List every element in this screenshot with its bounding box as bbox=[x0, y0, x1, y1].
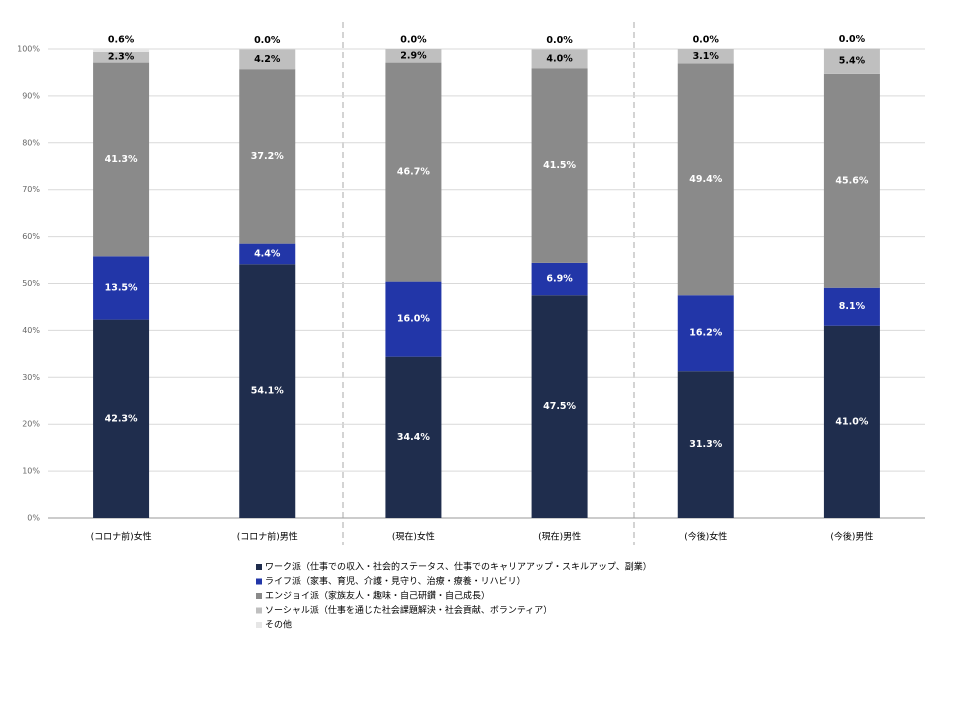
data-label: 49.4% bbox=[689, 174, 722, 185]
data-label: 0.0% bbox=[254, 35, 281, 46]
y-tick-label: 70% bbox=[22, 185, 40, 194]
legend-label: エンジョイ派（家族友人・趣味・自己研鑽・自己成長） bbox=[265, 590, 490, 602]
legend-label: ライフ派（家事、育児、介護・見守り、治療・療養・リハビリ） bbox=[265, 575, 526, 587]
data-label: 0.0% bbox=[400, 35, 427, 46]
x-tick-label: (コロナ前)男性 bbox=[237, 531, 298, 543]
bar-segment bbox=[239, 69, 296, 244]
data-label: 31.3% bbox=[689, 439, 722, 450]
bar-segment bbox=[823, 287, 880, 326]
bar-segment bbox=[531, 68, 588, 263]
bar-segment bbox=[677, 295, 734, 372]
bar-segment bbox=[239, 264, 296, 518]
x-tick-label: (コロナ前)女性 bbox=[91, 531, 152, 543]
bar-segment bbox=[385, 49, 442, 63]
data-label: 46.7% bbox=[397, 167, 430, 178]
data-label: 2.3% bbox=[108, 52, 135, 63]
bar-segment bbox=[385, 281, 442, 357]
data-label: 47.5% bbox=[543, 401, 576, 412]
x-tick-label: (今後)男性 bbox=[830, 531, 873, 543]
data-label: 8.1% bbox=[839, 301, 866, 312]
data-label: 16.0% bbox=[397, 314, 430, 325]
y-tick-label: 10% bbox=[22, 467, 40, 476]
data-label: 3.1% bbox=[693, 51, 720, 62]
x-tick-label: (現在)女性 bbox=[392, 531, 435, 543]
data-label: 41.3% bbox=[105, 154, 138, 165]
bar-segment bbox=[531, 49, 588, 69]
y-tick-label: 80% bbox=[22, 138, 40, 147]
data-label: 42.3% bbox=[105, 413, 138, 424]
data-label: 13.5% bbox=[105, 282, 138, 293]
bar-segment bbox=[823, 325, 880, 518]
bar-segment bbox=[239, 49, 296, 70]
x-tick-label: (今後)女性 bbox=[684, 531, 727, 543]
data-label: 6.9% bbox=[546, 274, 573, 285]
data-label: 37.2% bbox=[251, 151, 284, 162]
y-tick-label: 0% bbox=[27, 514, 40, 523]
bar-segment bbox=[677, 49, 734, 64]
bar-segment bbox=[677, 371, 734, 518]
data-label: 54.1% bbox=[251, 386, 284, 397]
y-tick-label: 90% bbox=[22, 91, 40, 100]
data-label: 0.6% bbox=[108, 35, 135, 46]
legend-label: ワーク派（仕事での収入・社会的ステータス、仕事でのキャリアアップ・スキルアップ、… bbox=[265, 561, 652, 573]
bar-segment bbox=[93, 256, 150, 320]
y-tick-label: 50% bbox=[22, 279, 40, 288]
bar-segment bbox=[385, 62, 442, 282]
y-tick-label: 40% bbox=[22, 326, 40, 335]
legend-swatch bbox=[256, 593, 262, 599]
bar-segment bbox=[531, 262, 588, 296]
data-label: 4.2% bbox=[254, 54, 281, 65]
data-label: 4.0% bbox=[546, 53, 573, 64]
legend-swatch bbox=[256, 622, 262, 628]
bar-segment bbox=[93, 62, 150, 257]
data-label: 0.0% bbox=[693, 35, 720, 46]
legend-swatch bbox=[256, 578, 262, 585]
data-label: 45.6% bbox=[835, 175, 868, 186]
data-label: 0.0% bbox=[546, 35, 573, 46]
legend-swatch bbox=[256, 564, 262, 570]
data-label: 16.2% bbox=[689, 328, 722, 339]
bar-segment bbox=[823, 48, 880, 74]
legend-label: ソーシャル派（仕事を通じた社会課題解決・社会貢献、ボランティア） bbox=[265, 604, 552, 616]
bar-segment bbox=[385, 356, 442, 518]
x-tick-label: (現在)男性 bbox=[538, 531, 581, 543]
bar-segment bbox=[93, 319, 150, 518]
bar-segment bbox=[93, 49, 150, 52]
y-tick-label: 20% bbox=[22, 420, 40, 429]
y-tick-label: 60% bbox=[22, 232, 40, 241]
data-label: 41.5% bbox=[543, 160, 576, 171]
bar-segment bbox=[823, 73, 880, 288]
data-label: 34.4% bbox=[397, 432, 430, 443]
data-label: 2.9% bbox=[400, 50, 427, 61]
data-label: 0.0% bbox=[839, 34, 866, 45]
legend-label: その他 bbox=[265, 619, 292, 631]
legend-swatch bbox=[256, 607, 262, 614]
data-label: 41.0% bbox=[835, 416, 868, 427]
data-label: 5.4% bbox=[839, 56, 866, 67]
bar-segment bbox=[93, 51, 150, 63]
bar-segment bbox=[677, 63, 734, 296]
y-tick-label: 100% bbox=[17, 45, 40, 54]
bar-segment bbox=[239, 243, 296, 265]
y-tick-label: 30% bbox=[22, 373, 40, 382]
bar-segment bbox=[531, 295, 588, 518]
data-label: 4.4% bbox=[254, 248, 281, 259]
